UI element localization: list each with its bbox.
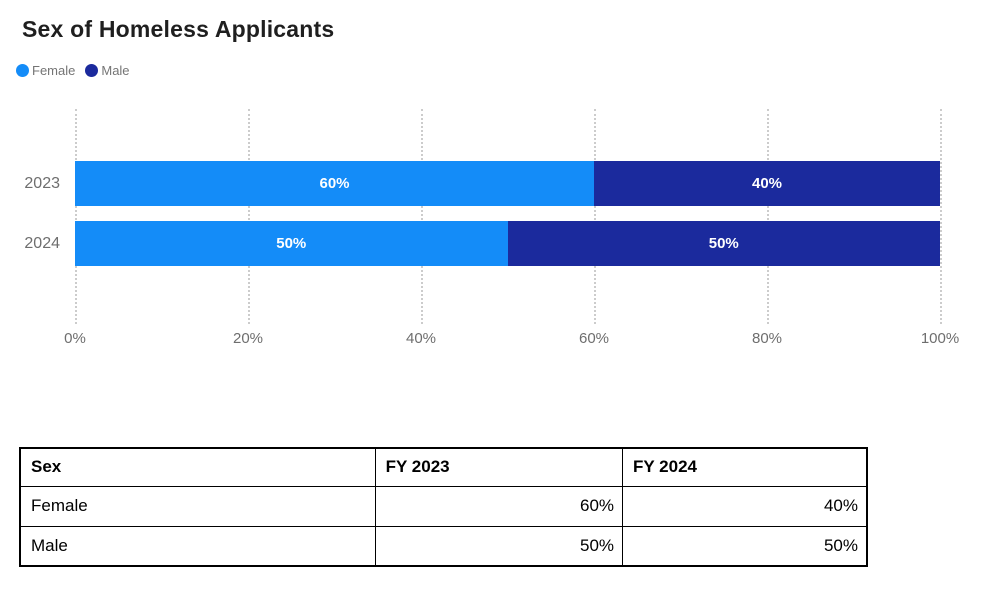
table-row-male: Male 50% 50% xyxy=(19,525,868,567)
bar-row-2024: 2024 50% 50% xyxy=(24,221,940,266)
legend-item-male[interactable]: Male xyxy=(85,62,130,78)
x-tick-label-60%: 60% xyxy=(578,330,610,347)
table-header-fy2024: FY 2024 xyxy=(622,447,868,487)
table-cell-value: 60% xyxy=(374,485,624,527)
table-cell-value: 50% xyxy=(374,525,624,567)
table-cell-value: 40% xyxy=(622,485,868,527)
table-cell-value: 50% xyxy=(622,525,868,567)
bar-row-2023: 2023 60% 40% xyxy=(24,161,940,206)
x-tick-label-20%: 20% xyxy=(232,330,264,347)
table-header-sex: Sex xyxy=(19,447,376,487)
table-header-row: Sex FY 2023 FY 2024 xyxy=(19,447,868,487)
data-table: Sex FY 2023 FY 2024 Female 60% 40% Male … xyxy=(19,447,868,567)
x-tick-label-100%: 100% xyxy=(920,330,960,347)
gridline-100% xyxy=(940,109,942,324)
x-tick-label-40%: 40% xyxy=(405,330,437,347)
gridline-40% xyxy=(421,109,423,324)
legend: Female Male xyxy=(16,62,992,78)
gridline-0% xyxy=(75,109,77,324)
gridline-60% xyxy=(594,109,596,324)
legend-label: Female xyxy=(32,62,76,78)
bar-track: 50% 50% xyxy=(75,221,940,266)
legend-dot-icon xyxy=(16,63,29,77)
table-cell-label: Female xyxy=(19,485,376,527)
table-header-fy2023: FY 2023 xyxy=(374,447,624,487)
chart-title: Sex of Homeless Applicants xyxy=(22,16,335,42)
gridline-80% xyxy=(767,109,769,324)
bar-segment-2023-male[interactable]: 40% xyxy=(594,161,940,206)
bar-track: 60% 40% xyxy=(75,161,940,206)
bar-segment-2023-female[interactable]: 60% xyxy=(75,161,594,206)
x-tick-label-0%: 0% xyxy=(64,330,86,347)
x-tick-label-80%: 80% xyxy=(751,330,783,347)
bar-segment-2024-male[interactable]: 50% xyxy=(507,221,940,266)
legend-dot-icon xyxy=(85,63,99,77)
gridline-20% xyxy=(248,109,250,324)
page-root: Sex of Homeless Applicants Female Male 20… xyxy=(0,16,992,567)
table-cell-label: Male xyxy=(19,525,376,567)
bar-chart-plot: 2023 60% 40% 2024 50% 50% xyxy=(24,109,942,324)
y-axis-label-2023: 2023 xyxy=(24,174,60,192)
x-axis: 0% 20% 40% 60% 80% 100% xyxy=(64,330,959,350)
bar-segment-2024-female[interactable]: 50% xyxy=(75,221,508,266)
y-axis-label-2024: 2024 xyxy=(24,234,60,252)
legend-item-female[interactable]: Female xyxy=(16,63,75,78)
legend-label: Male xyxy=(101,62,130,78)
table-row-female: Female 60% 40% xyxy=(19,485,868,527)
